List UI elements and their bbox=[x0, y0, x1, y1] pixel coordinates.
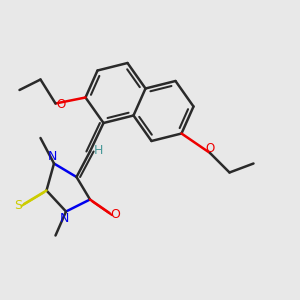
Text: S: S bbox=[15, 199, 22, 212]
Text: O: O bbox=[56, 98, 65, 112]
Text: N: N bbox=[60, 212, 69, 225]
Text: O: O bbox=[206, 142, 214, 155]
Text: H: H bbox=[94, 143, 103, 157]
Text: N: N bbox=[48, 149, 57, 163]
Text: O: O bbox=[110, 208, 120, 221]
